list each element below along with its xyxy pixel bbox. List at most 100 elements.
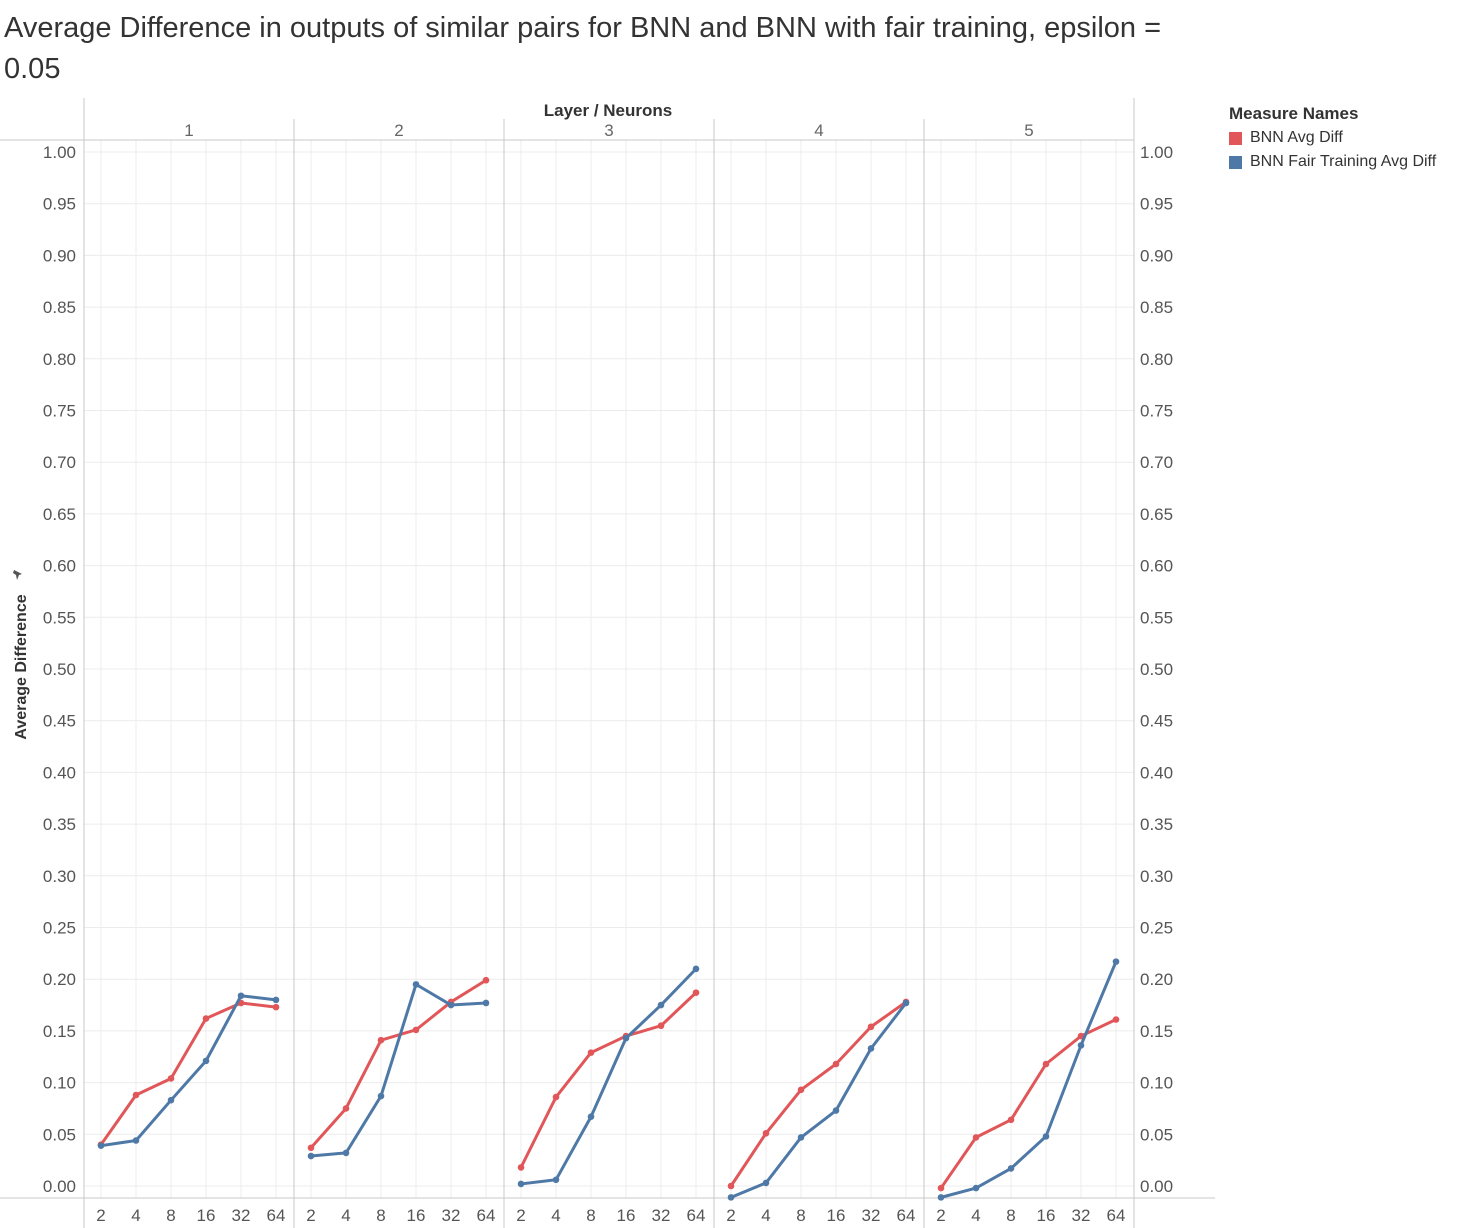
series-line-bnn-fair-training-avg-diff-layer-3[interactable]	[519, 967, 698, 1186]
data-point[interactable]	[202, 1015, 210, 1022]
x-tick-label: 2	[516, 1206, 525, 1225]
series-line-bnn-fair-training-avg-diff-layer-4[interactable]	[729, 1001, 908, 1199]
data-point[interactable]	[937, 1194, 945, 1201]
y-tick-label-left: 0.70	[43, 453, 76, 472]
y-tick-label-left: 0.45	[43, 712, 76, 731]
y-tick-label-right: 0.50	[1140, 660, 1173, 679]
data-point[interactable]	[482, 999, 490, 1007]
series-line-bnn-avg-diff-layer-1[interactable]	[99, 1001, 278, 1147]
data-point[interactable]	[657, 1022, 665, 1030]
data-point[interactable]	[1042, 1060, 1050, 1068]
data-point[interactable]	[797, 1134, 805, 1141]
data-point[interactable]	[97, 1142, 105, 1149]
data-point[interactable]	[832, 1060, 840, 1068]
y-tick-label-right: 0.25	[1140, 919, 1173, 938]
x-tick-label: 64	[687, 1206, 706, 1225]
x-tick-label: 8	[796, 1206, 805, 1225]
data-point[interactable]	[167, 1096, 175, 1104]
panel-header-2: 2	[394, 121, 403, 140]
data-point[interactable]	[587, 1113, 595, 1121]
data-point[interactable]	[552, 1093, 560, 1101]
data-point[interactable]	[587, 1049, 595, 1056]
data-point[interactable]	[412, 981, 420, 988]
data-point[interactable]	[342, 1105, 350, 1112]
x-tick-label: 64	[1107, 1206, 1126, 1225]
data-point[interactable]	[1007, 1116, 1015, 1124]
data-point[interactable]	[517, 1164, 525, 1171]
data-point[interactable]	[727, 1182, 735, 1190]
x-tick-label: 2	[306, 1206, 315, 1225]
data-point[interactable]	[272, 996, 280, 1004]
data-point[interactable]	[727, 1194, 735, 1201]
data-point[interactable]	[167, 1075, 175, 1082]
legend-item-bnn-fair-training-avg-diff[interactable]: BNN Fair Training Avg Diff	[1229, 150, 1479, 174]
data-point[interactable]	[482, 976, 490, 984]
data-point[interactable]	[937, 1184, 945, 1192]
y-tick-label-left: 0.90	[43, 246, 76, 265]
series-line-bnn-fair-training-avg-diff-layer-5[interactable]	[939, 960, 1118, 1199]
data-point[interactable]	[132, 1091, 140, 1099]
x-tick-label: 16	[827, 1206, 846, 1225]
x-tick-label: 4	[971, 1206, 980, 1225]
y-tick-label-right: 0.70	[1140, 453, 1173, 472]
data-point[interactable]	[1042, 1133, 1050, 1140]
y-tick-label-right: 0.60	[1140, 557, 1173, 576]
data-point[interactable]	[272, 1003, 280, 1011]
data-point[interactable]	[797, 1086, 805, 1094]
x-tick-label: 4	[341, 1206, 350, 1225]
y-tick-label-left: 0.55	[43, 608, 76, 627]
data-point[interactable]	[657, 1001, 665, 1009]
x-tick-label: 8	[586, 1206, 595, 1225]
data-point[interactable]	[202, 1057, 210, 1065]
series-line-bnn-fair-training-avg-diff-layer-2[interactable]	[309, 982, 488, 1158]
series-line-bnn-fair-training-avg-diff-layer-1[interactable]	[99, 994, 278, 1148]
y-tick-label-right: 0.80	[1140, 350, 1173, 369]
data-point[interactable]	[1112, 958, 1120, 965]
data-point[interactable]	[762, 1129, 770, 1137]
legend-item-bnn-avg-diff[interactable]: BNN Avg Diff	[1229, 126, 1479, 150]
series-line-bnn-avg-diff-layer-5[interactable]	[939, 1018, 1118, 1190]
y-tick-label-right: 0.30	[1140, 867, 1173, 886]
data-point[interactable]	[132, 1137, 140, 1144]
data-point[interactable]	[552, 1176, 560, 1184]
data-point[interactable]	[832, 1107, 840, 1114]
data-point[interactable]	[1112, 1016, 1120, 1023]
data-point[interactable]	[307, 1144, 315, 1152]
series-line-bnn-avg-diff-layer-3[interactable]	[519, 991, 698, 1169]
series-line-bnn-avg-diff-layer-2[interactable]	[309, 978, 488, 1150]
x-tick-label: 4	[551, 1206, 560, 1225]
chart-title: Average Difference in outputs of similar…	[4, 12, 1162, 85]
x-tick-label: 16	[407, 1206, 426, 1225]
data-point[interactable]	[867, 1045, 875, 1052]
panel-header-4: 4	[814, 121, 823, 140]
data-point[interactable]	[692, 989, 700, 996]
data-point[interactable]	[517, 1180, 525, 1188]
data-point[interactable]	[412, 1026, 420, 1034]
series-line-bnn-avg-diff-layer-4[interactable]	[729, 1000, 908, 1188]
data-point[interactable]	[237, 992, 245, 1000]
data-point[interactable]	[307, 1152, 315, 1160]
data-point[interactable]	[867, 1023, 875, 1031]
data-point[interactable]	[972, 1134, 980, 1141]
data-point[interactable]	[377, 1036, 385, 1044]
panel-header-1: 1	[184, 121, 193, 140]
data-point[interactable]	[1077, 1042, 1085, 1049]
data-point[interactable]	[692, 965, 700, 973]
data-point[interactable]	[972, 1184, 980, 1192]
y-tick-label-right: 0.15	[1140, 1022, 1173, 1041]
y-tick-label-right: 1.00	[1140, 143, 1173, 162]
data-point[interactable]	[377, 1092, 385, 1100]
data-point[interactable]	[1007, 1165, 1015, 1172]
data-point[interactable]	[447, 1001, 455, 1009]
x-tick-label: 2	[936, 1206, 945, 1225]
data-point[interactable]	[342, 1149, 350, 1157]
y-tick-label-right: 0.00	[1140, 1177, 1173, 1196]
y-tick-label-right: 0.40	[1140, 763, 1173, 782]
legend-title: Measure Names	[1229, 104, 1359, 123]
data-point[interactable]	[762, 1179, 770, 1187]
data-point[interactable]	[622, 1034, 630, 1042]
x-tick-label: 32	[652, 1206, 671, 1225]
x-tick-label: 16	[1037, 1206, 1056, 1225]
data-point[interactable]	[902, 999, 910, 1007]
y-tick-label-left: 0.10	[43, 1074, 76, 1093]
